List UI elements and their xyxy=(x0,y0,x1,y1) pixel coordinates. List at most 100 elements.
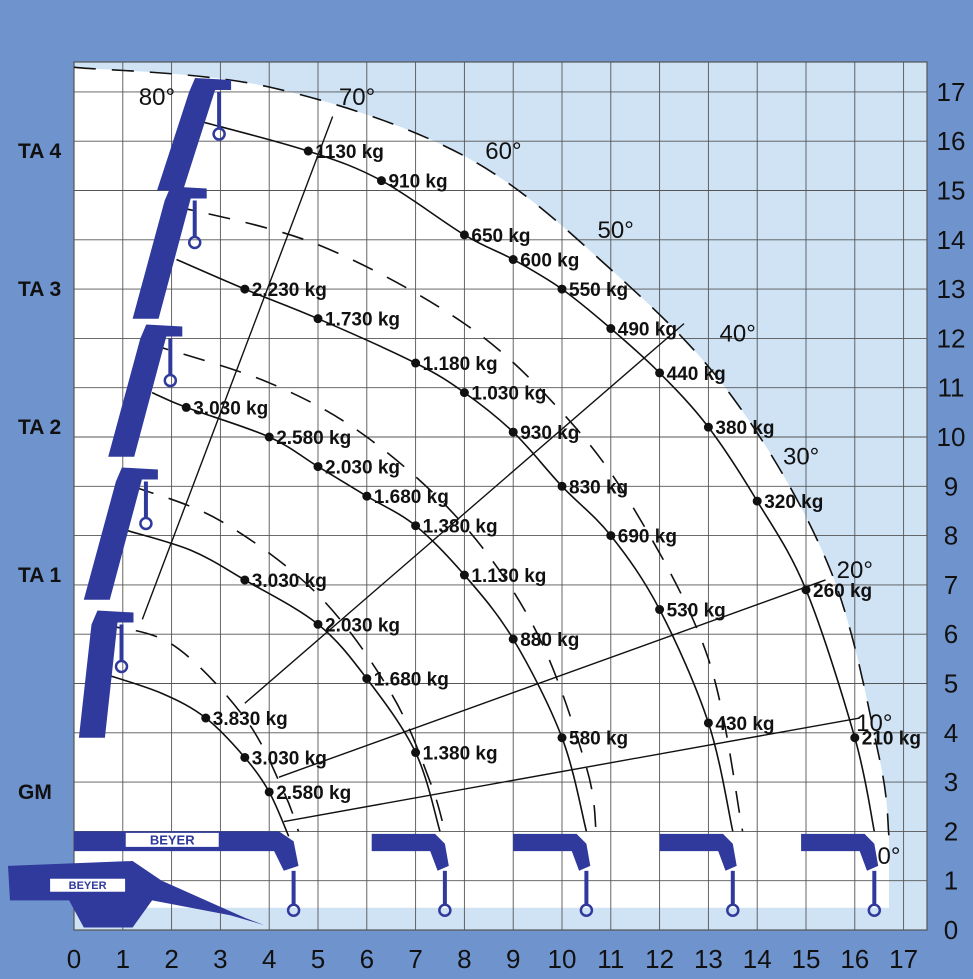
extension-labels: TA 4 TA 3 TA 2 TA 1 GM xyxy=(18,140,61,804)
y-tick-label: 11 xyxy=(938,373,965,403)
extension-label: TA 4 xyxy=(18,140,61,163)
y-tick-label: 1 xyxy=(944,866,958,896)
angle-label: 50° xyxy=(598,217,634,244)
load-label: 1.130 kg xyxy=(471,566,546,587)
load-point xyxy=(181,402,191,412)
x-tick-label: 7 xyxy=(408,944,422,974)
load-label: 1.680 kg xyxy=(374,487,449,508)
load-label: 1.030 kg xyxy=(471,384,546,405)
hook xyxy=(187,235,202,250)
y-tick-label: 7 xyxy=(944,570,958,600)
load-point xyxy=(264,787,274,797)
load-label: 3.830 kg xyxy=(213,709,288,730)
hook xyxy=(163,373,178,388)
brand-label-base: BEYER xyxy=(69,880,107,892)
x-tick-label: 9 xyxy=(506,944,520,974)
brand-box xyxy=(124,831,220,848)
load-point xyxy=(655,368,665,378)
boom-arc xyxy=(132,485,446,832)
angle-label: 70° xyxy=(339,84,375,111)
load-label: 530 kg xyxy=(667,601,726,622)
load-label: 2.580 kg xyxy=(276,428,351,449)
load-label: 1130 kg xyxy=(315,142,384,163)
hook xyxy=(212,127,226,141)
hook xyxy=(867,903,882,918)
x-tick-label: 13 xyxy=(694,944,723,974)
reach-area xyxy=(74,67,889,908)
load-point xyxy=(703,422,713,432)
x-tick-label: 0 xyxy=(67,944,81,974)
y-tick-label: 6 xyxy=(944,619,958,649)
x-tick-label: 17 xyxy=(889,944,918,974)
y-tick-label: 12 xyxy=(937,323,966,353)
x-tick-label: 11 xyxy=(597,944,624,974)
hook xyxy=(438,903,452,918)
brand-label-main: BEYER xyxy=(150,832,195,847)
load-label: 690 kg xyxy=(618,527,677,548)
angle-label: 0° xyxy=(877,843,900,870)
load-label: 430 kg xyxy=(715,714,774,735)
load-point xyxy=(411,748,421,758)
load-label: 2.030 kg xyxy=(325,458,400,479)
load-point xyxy=(557,284,567,294)
load-point xyxy=(557,481,567,491)
x-tick-label: 6 xyxy=(360,944,374,974)
y-tick-label: 8 xyxy=(944,521,958,551)
angle-line xyxy=(278,579,826,778)
y-tick-label: 2 xyxy=(944,816,958,846)
x-tick-label: 2 xyxy=(164,944,178,974)
y-tick-label: 10 xyxy=(937,422,966,452)
load-point xyxy=(313,462,323,472)
x-tick-label: 5 xyxy=(311,944,325,974)
load-label: 1.680 kg xyxy=(374,670,449,691)
x-tick-label: 12 xyxy=(645,944,674,974)
boom-arc xyxy=(98,623,300,832)
boom-head xyxy=(513,833,591,871)
y-tick-label: 3 xyxy=(944,767,958,797)
angle-label: 60° xyxy=(485,138,521,165)
load-point xyxy=(411,358,421,368)
load-point xyxy=(303,146,313,156)
y-tick-label: 15 xyxy=(937,176,966,206)
load-label: 2.030 kg xyxy=(325,615,400,636)
load-label: 440 kg xyxy=(667,364,726,385)
load-label: 600 kg xyxy=(520,251,579,272)
load-label: 210 kg xyxy=(862,729,921,750)
load-label: 380 kg xyxy=(715,418,774,439)
x-tick-label: 16 xyxy=(840,944,869,974)
load-point xyxy=(240,284,250,294)
load-label: 650 kg xyxy=(471,226,530,247)
extension-label: TA 3 xyxy=(18,278,61,301)
load-label: 1.380 kg xyxy=(423,744,498,765)
load-point xyxy=(411,521,421,531)
extension-label: TA 1 xyxy=(18,564,61,587)
hook xyxy=(579,903,594,918)
x-axis-ticks: 0 1 2 3 4 5 6 7 8 9 10 11 12 13 14 15 16 17 xyxy=(67,944,918,974)
load-label: 3.030 kg xyxy=(252,571,327,592)
angle-line xyxy=(141,116,334,620)
load-point xyxy=(801,585,811,595)
y-tick-label: 17 xyxy=(937,77,966,107)
x-tick-label: 1 xyxy=(116,944,130,974)
x-tick-label: 15 xyxy=(792,944,821,974)
y-tick-label: 13 xyxy=(937,274,966,304)
boom-arm xyxy=(83,467,158,600)
load-point xyxy=(655,605,665,615)
y-tick-label: 9 xyxy=(944,471,958,501)
load-point xyxy=(313,314,323,324)
load-label: 2.580 kg xyxy=(276,783,351,804)
load-point xyxy=(362,491,372,501)
load-point xyxy=(362,674,372,684)
angle-label: 20° xyxy=(837,557,873,584)
extension-label: TA 2 xyxy=(18,416,61,439)
load-label: 260 kg xyxy=(813,581,872,602)
load-label: 580 kg xyxy=(569,729,628,750)
load-point xyxy=(850,733,860,743)
load-point xyxy=(703,718,713,728)
load-label: 1.180 kg xyxy=(423,354,498,375)
load-point xyxy=(240,752,250,762)
angle-label: 80° xyxy=(139,84,175,111)
x-tick-label: 10 xyxy=(548,944,577,974)
extension-label: GM xyxy=(18,781,52,804)
x-tick-label: 3 xyxy=(213,944,227,974)
